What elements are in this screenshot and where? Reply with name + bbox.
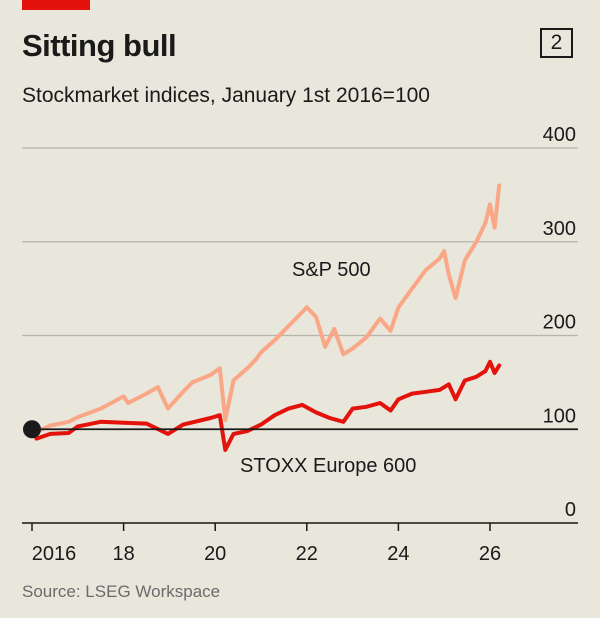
x-tick-label-2022: 22: [296, 543, 318, 565]
x-tick-label-2026: 26: [479, 543, 501, 565]
x-tick-label-2016: 2016: [32, 543, 77, 565]
x-tick-label-2018: 18: [112, 543, 134, 565]
x-tick-label-2020: 20: [204, 543, 226, 565]
y-tick-label-200: 200: [543, 312, 576, 334]
x-tick-label-2024: 24: [387, 543, 409, 565]
chart-subtitle: Stockmarket indices, January 1st 2016=10…: [22, 84, 430, 107]
series-label-stoxx: STOXX Europe 600: [240, 455, 416, 477]
y-tick-label-400: 400: [543, 124, 576, 146]
series-label-sp500: S&P 500: [292, 259, 371, 281]
series-line-s-p-500: [30, 183, 502, 435]
series-line-stoxx-europe-600: [30, 359, 502, 452]
chart-number-badge: 2: [540, 28, 573, 58]
start-point-marker: [23, 420, 41, 439]
accent-bar: [22, 0, 90, 10]
y-tick-label-0: 0: [565, 499, 576, 521]
y-tick-label-300: 300: [543, 218, 576, 240]
source-note: Source: LSEG Workspace: [22, 582, 221, 601]
chart-title: Sitting bull: [22, 28, 177, 63]
y-tick-label-100: 100: [543, 405, 576, 427]
